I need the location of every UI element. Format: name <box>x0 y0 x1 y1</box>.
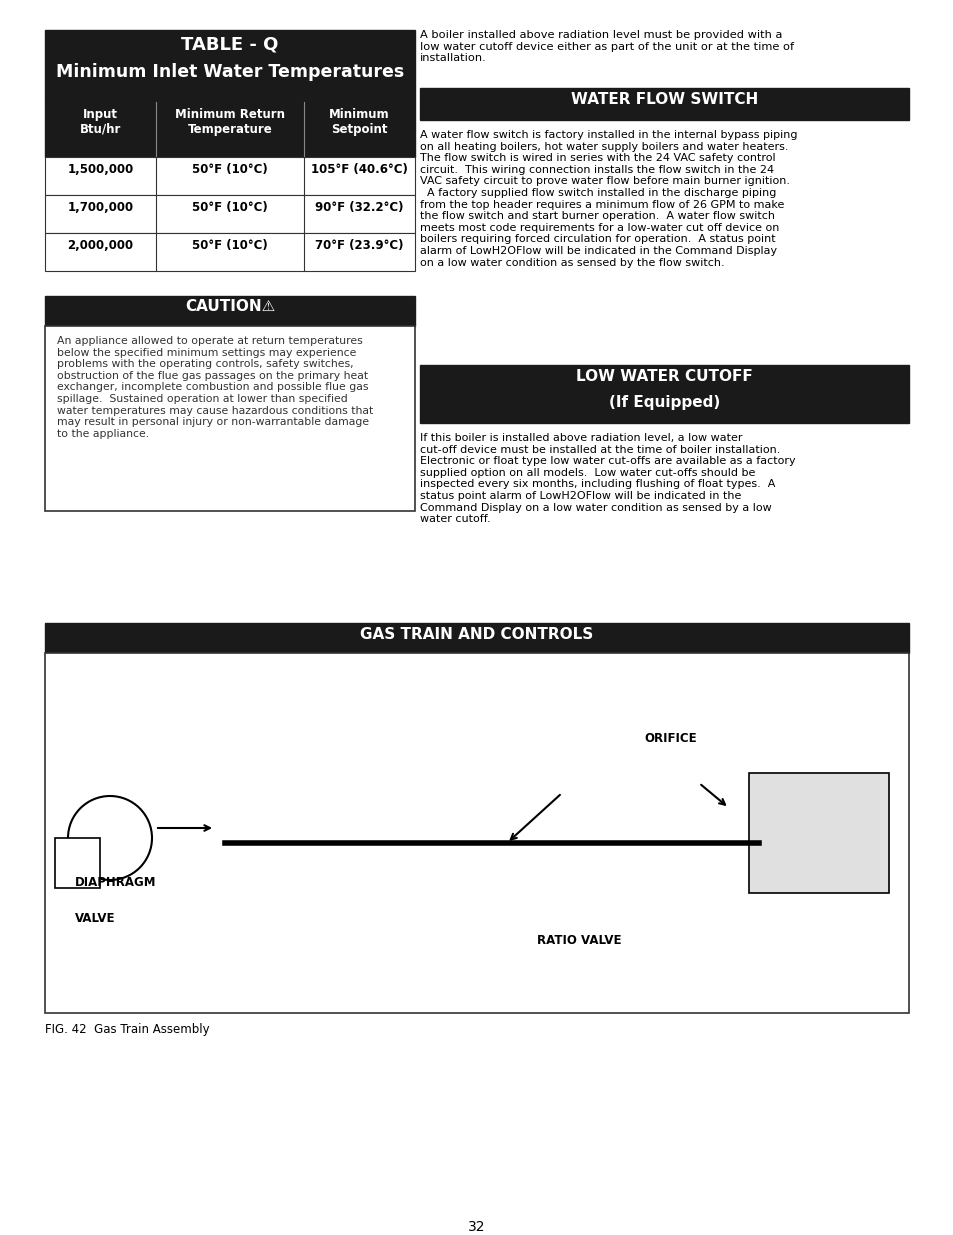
Text: ORIFICE: ORIFICE <box>643 732 696 745</box>
Text: 32: 32 <box>468 1220 485 1234</box>
Bar <box>419 366 908 424</box>
Text: 50°F (10°C): 50°F (10°C) <box>192 163 268 177</box>
Text: RATIO VALVE: RATIO VALVE <box>537 934 620 947</box>
Text: DIAPHRAGM: DIAPHRAGM <box>75 876 156 889</box>
Bar <box>45 30 415 103</box>
Bar <box>748 773 888 893</box>
Bar <box>45 326 415 511</box>
Bar <box>419 88 908 120</box>
Text: Minimum Inlet Water Temperatures: Minimum Inlet Water Temperatures <box>56 63 404 82</box>
Text: Minimum Return
Temperature: Minimum Return Temperature <box>174 107 285 136</box>
Text: 2,000,000: 2,000,000 <box>68 240 133 252</box>
Bar <box>45 653 908 1013</box>
Text: 1,700,000: 1,700,000 <box>68 201 133 214</box>
Text: Minimum
Setpoint: Minimum Setpoint <box>329 107 390 136</box>
Bar <box>45 103 415 157</box>
Bar <box>45 157 415 195</box>
Text: WATER FLOW SWITCH: WATER FLOW SWITCH <box>570 91 758 107</box>
Text: 50°F (10°C): 50°F (10°C) <box>192 240 268 252</box>
Text: 70°F (23.9°C): 70°F (23.9°C) <box>314 240 403 252</box>
Text: TABLE - Q: TABLE - Q <box>181 36 278 54</box>
Text: FIG. 42  Gas Train Assembly: FIG. 42 Gas Train Assembly <box>45 1023 210 1036</box>
Text: 50°F (10°C): 50°F (10°C) <box>192 201 268 214</box>
Text: 1,500,000: 1,500,000 <box>68 163 133 177</box>
Text: GAS TRAIN AND CONTROLS: GAS TRAIN AND CONTROLS <box>360 627 593 642</box>
Text: (If Equipped): (If Equipped) <box>608 395 720 410</box>
Bar <box>45 622 908 653</box>
Text: 105°F (40.6°C): 105°F (40.6°C) <box>311 163 408 177</box>
Text: If this boiler is installed above radiation level, a low water
cut-off device mu: If this boiler is installed above radiat… <box>419 433 795 524</box>
Text: LOW WATER CUTOFF: LOW WATER CUTOFF <box>576 369 752 384</box>
Text: VALVE: VALVE <box>75 913 115 925</box>
Text: A water flow switch is factory installed in the internal bypass piping
on all he: A water flow switch is factory installed… <box>419 130 797 268</box>
Bar <box>55 839 100 888</box>
Text: 90°F (32.2°C): 90°F (32.2°C) <box>314 201 403 214</box>
Text: A boiler installed above radiation level must be provided with a
low water cutof: A boiler installed above radiation level… <box>419 30 793 63</box>
Text: Input
Btu/hr: Input Btu/hr <box>80 107 121 136</box>
Text: CAUTION⚠: CAUTION⚠ <box>185 299 274 314</box>
Text: An appliance allowed to operate at return temperatures
below the specified minim: An appliance allowed to operate at retur… <box>57 336 373 438</box>
Bar <box>45 233 415 270</box>
Bar <box>45 296 415 326</box>
Bar <box>45 195 415 233</box>
